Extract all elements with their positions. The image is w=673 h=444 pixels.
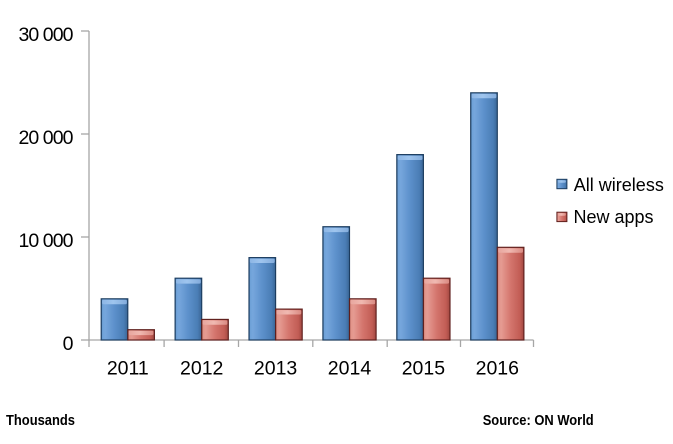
svg-text:2011: 2011: [107, 358, 149, 380]
svg-text:Thousands: Thousands: [6, 413, 75, 429]
svg-text:2013: 2013: [254, 358, 297, 380]
svg-text:2012: 2012: [180, 358, 223, 380]
svg-text:0: 0: [63, 333, 74, 355]
svg-text:2015: 2015: [402, 358, 446, 380]
svg-text:2016: 2016: [476, 358, 519, 380]
svg-text:2014: 2014: [328, 358, 372, 380]
svg-text:New apps: New apps: [574, 207, 654, 227]
svg-text:20 000: 20 000: [19, 127, 74, 149]
svg-text:10 000: 10 000: [19, 230, 74, 252]
svg-text:Source: ON World: Source: ON World: [483, 413, 594, 429]
svg-text:30 000: 30 000: [19, 24, 74, 46]
svg-text:All wireless: All wireless: [574, 175, 664, 195]
